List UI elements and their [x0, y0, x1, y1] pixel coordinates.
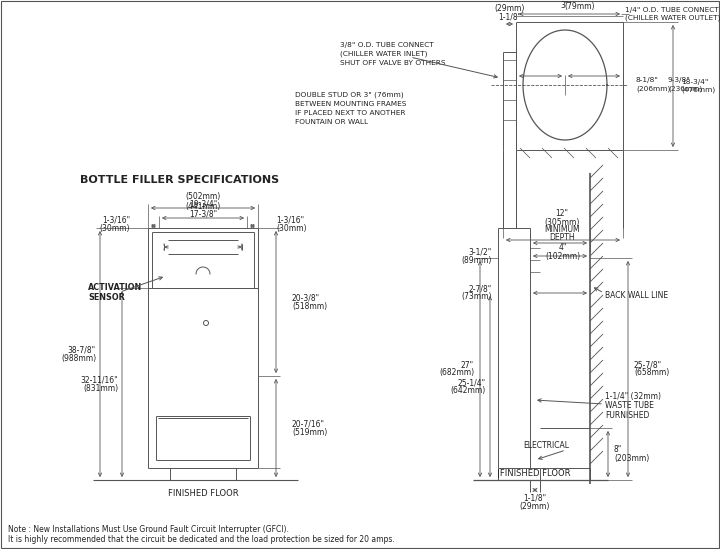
- Text: BACK WALL LINE: BACK WALL LINE: [605, 292, 668, 300]
- Text: IF PLACED NEXT TO ANOTHER: IF PLACED NEXT TO ANOTHER: [295, 110, 405, 116]
- Text: (519mm): (519mm): [292, 428, 328, 436]
- Text: (30mm): (30mm): [99, 223, 130, 232]
- Text: ELECTRICAL: ELECTRICAL: [523, 441, 569, 451]
- Text: (79mm): (79mm): [564, 2, 595, 10]
- Text: SENSOR: SENSOR: [88, 294, 125, 302]
- Text: 38-7/8": 38-7/8": [68, 345, 96, 355]
- Text: (29mm): (29mm): [495, 4, 525, 14]
- Text: FURNISHED: FURNISHED: [605, 412, 649, 421]
- Text: 27": 27": [461, 361, 474, 369]
- Text: |FINISHED FLOOR: |FINISHED FLOOR: [498, 469, 571, 479]
- Text: DOUBLE STUD OR 3" (76mm): DOUBLE STUD OR 3" (76mm): [295, 92, 404, 98]
- Text: 3": 3": [560, 2, 569, 10]
- Text: 8-1/8": 8-1/8": [636, 77, 659, 83]
- Text: (29mm): (29mm): [520, 501, 550, 511]
- Text: 1-3/16": 1-3/16": [102, 216, 130, 225]
- Text: (89mm): (89mm): [462, 255, 492, 265]
- Text: 32-11/16": 32-11/16": [81, 376, 118, 384]
- Text: FINISHED FLOOR: FINISHED FLOOR: [168, 490, 238, 498]
- Text: Note : New Installations Must Use Ground Fault Circuit Interrupter (GFCI).: Note : New Installations Must Use Ground…: [8, 525, 289, 535]
- Text: 25-7/8": 25-7/8": [634, 361, 662, 369]
- Text: (476mm): (476mm): [681, 87, 715, 93]
- Text: DEPTH: DEPTH: [549, 233, 575, 243]
- Text: (642mm): (642mm): [451, 386, 486, 395]
- Text: 2-7/8": 2-7/8": [469, 284, 492, 294]
- Text: (831mm): (831mm): [83, 384, 118, 393]
- Text: (988mm): (988mm): [61, 354, 96, 362]
- Text: 19-3/4": 19-3/4": [189, 199, 217, 209]
- Text: (CHILLER WATER INLET): (CHILLER WATER INLET): [340, 51, 428, 57]
- Text: 8": 8": [614, 445, 622, 455]
- Text: 20-7/16": 20-7/16": [292, 419, 325, 429]
- Text: FOUNTAIN OR WALL: FOUNTAIN OR WALL: [295, 119, 368, 125]
- Text: (502mm): (502mm): [185, 192, 220, 200]
- Text: 1/4" O.D. TUBE CONNECT: 1/4" O.D. TUBE CONNECT: [625, 7, 719, 13]
- Text: ACTIVATION: ACTIVATION: [88, 283, 143, 293]
- Text: 17-3/8": 17-3/8": [189, 210, 217, 219]
- Text: It is highly recommended that the circuit be dedicated and the load protection b: It is highly recommended that the circui…: [8, 535, 395, 545]
- Text: (441mm): (441mm): [185, 201, 220, 210]
- Text: 1-1/4" (32mm): 1-1/4" (32mm): [605, 391, 661, 401]
- Text: BETWEEN MOUNTING FRAMES: BETWEEN MOUNTING FRAMES: [295, 101, 406, 107]
- Text: (206mm): (206mm): [636, 86, 670, 92]
- Text: (682mm): (682mm): [439, 368, 474, 378]
- Text: (102mm): (102mm): [546, 251, 580, 260]
- Text: 1-3/16": 1-3/16": [276, 216, 304, 225]
- Text: (658mm): (658mm): [634, 368, 670, 378]
- Text: (CHILLER WATER OUTLET): (CHILLER WATER OUTLET): [625, 15, 720, 21]
- Text: 18-3/4": 18-3/4": [681, 79, 708, 85]
- Text: (518mm): (518mm): [292, 301, 327, 311]
- Text: MINIMUM: MINIMUM: [544, 226, 580, 234]
- Text: 3-1/2": 3-1/2": [469, 248, 492, 256]
- Text: WASTE TUBE: WASTE TUBE: [605, 401, 654, 411]
- Text: 12": 12": [556, 210, 569, 219]
- Text: (305mm): (305mm): [544, 217, 580, 227]
- Text: 25-1/4": 25-1/4": [458, 378, 486, 387]
- Text: BOTTLE FILLER SPECIFICATIONS: BOTTLE FILLER SPECIFICATIONS: [80, 175, 279, 185]
- Text: 20-3/8": 20-3/8": [292, 294, 320, 302]
- Text: 1-1/8": 1-1/8": [523, 494, 546, 502]
- Text: SHUT OFF VALVE BY OTHERS: SHUT OFF VALVE BY OTHERS: [340, 60, 446, 66]
- Text: (30mm): (30mm): [276, 223, 307, 232]
- Text: (203mm): (203mm): [614, 453, 649, 462]
- Text: 3/8" O.D. TUBE CONNECT: 3/8" O.D. TUBE CONNECT: [340, 42, 433, 48]
- Text: 9-3/8": 9-3/8": [668, 77, 690, 83]
- Text: (236mm): (236mm): [668, 86, 702, 92]
- Text: 1-1/8": 1-1/8": [498, 13, 521, 21]
- Text: 4": 4": [559, 244, 567, 253]
- Text: (73mm): (73mm): [462, 293, 492, 301]
